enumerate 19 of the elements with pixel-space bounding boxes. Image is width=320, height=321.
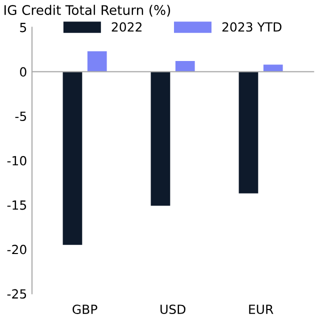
bar — [238, 72, 258, 194]
chart-title: IG Credit Total Return (%) — [4, 4, 170, 17]
bar — [62, 72, 82, 245]
bar — [87, 51, 107, 72]
y-tick-label: -25 — [7, 289, 26, 299]
bar — [263, 64, 283, 72]
y-tick-label: -20 — [7, 244, 26, 254]
x-tick-label: EUR — [249, 304, 274, 314]
bar — [150, 72, 170, 206]
y-tick-label: -5 — [15, 112, 26, 122]
x-tick-label: GBP — [72, 304, 98, 314]
legend-label: 2022 — [112, 22, 142, 32]
y-tick-label: -10 — [7, 156, 26, 166]
y-tick-label: 0 — [20, 67, 26, 77]
y-tick-label: -15 — [7, 200, 26, 210]
legend-label: 2023 YTD — [222, 22, 282, 32]
bar — [175, 61, 195, 72]
x-tick-label: USD — [160, 304, 186, 314]
y-tick-label: 5 — [20, 22, 26, 32]
